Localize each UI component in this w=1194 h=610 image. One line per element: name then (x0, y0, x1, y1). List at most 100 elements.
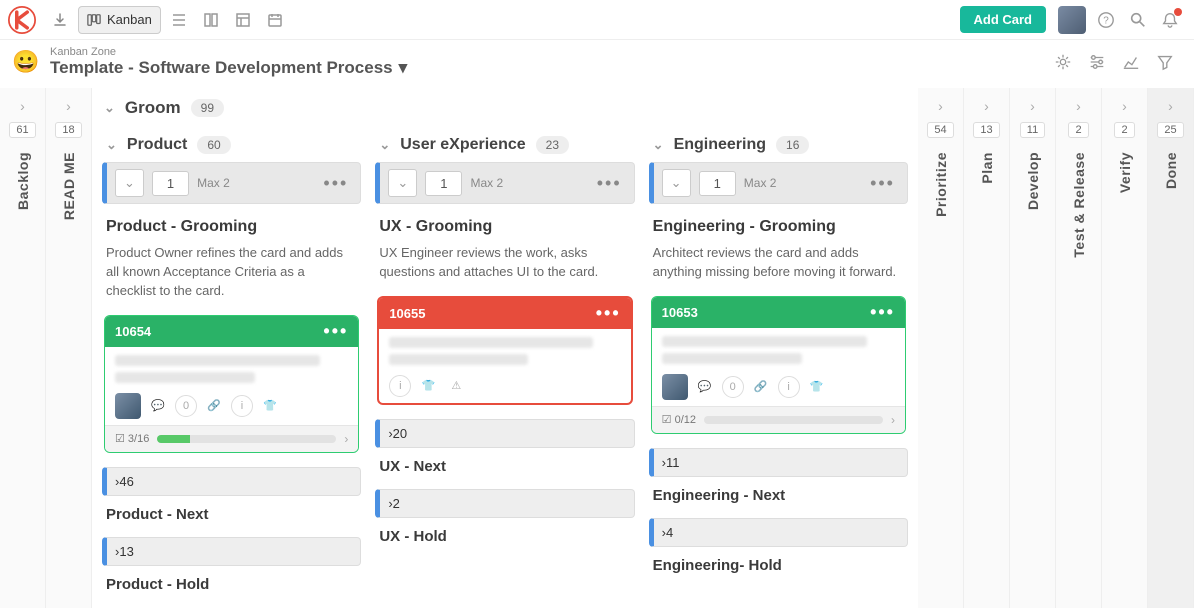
lane-header[interactable]: ⌄ User eXperience 23 (375, 128, 634, 162)
kanban-view-button[interactable]: Kanban (78, 6, 161, 34)
chevron-down-icon[interactable]: ⌄ (662, 169, 691, 197)
chevron-down-icon[interactable]: ⌄ (388, 169, 417, 197)
filters-icon[interactable] (1084, 49, 1110, 75)
comment-icon[interactable]: 💬 (694, 376, 716, 398)
help-icon[interactable]: ? (1092, 6, 1120, 34)
breadcrumb[interactable]: Kanban Zone (50, 46, 407, 58)
more-menu-icon[interactable]: ••• (593, 173, 626, 194)
more-menu-icon[interactable]: ••• (319, 173, 352, 194)
analytics-icon[interactable] (1118, 49, 1144, 75)
app-logo[interactable] (8, 6, 36, 34)
swimlane-next-header[interactable]: › 11 (649, 448, 908, 477)
rail-backlog[interactable]: › 61 Backlog (0, 88, 46, 608)
list-view-icon[interactable] (165, 6, 193, 34)
chevron-right-icon[interactable]: › (1056, 94, 1101, 118)
lane-header[interactable]: ⌄ Product 60 (102, 128, 361, 162)
rail-label: Backlog (15, 152, 31, 210)
swimlane-hold-title: Product - Hold (102, 566, 361, 593)
rail-test-release[interactable]: › 2 Test & Release (1056, 88, 1102, 608)
chevron-down-icon[interactable]: ⌄ (653, 137, 664, 153)
rail-done[interactable]: › 25 Done (1148, 88, 1194, 608)
rail-develop[interactable]: › 11 Develop (1010, 88, 1056, 608)
groom-title: Groom (125, 98, 181, 118)
rail-label: Develop (1025, 152, 1041, 210)
rail-count: 11 (1020, 122, 1045, 138)
swimlane-description: Architect reviews the card and adds anyt… (649, 244, 908, 296)
calendar-view-icon[interactable] (261, 6, 289, 34)
swimlane-next-title: Product - Next (102, 496, 361, 523)
chevron-right-icon[interactable]: › (1010, 94, 1055, 118)
wip-count: 1 (425, 171, 462, 196)
card-header: 10655 ••• (379, 298, 630, 329)
chevron-right-icon[interactable]: › (964, 94, 1009, 118)
warning-icon[interactable]: ⚠ (445, 375, 467, 397)
board-emoji-icon[interactable]: 😀 (12, 48, 40, 76)
swimlane-hold-header[interactable]: › 4 (649, 518, 908, 547)
rail-readme[interactable]: › 18 READ ME (46, 88, 92, 608)
chevron-down-icon[interactable]: ⌄ (115, 169, 144, 197)
groom-header[interactable]: ⌄ Groom 99 (96, 88, 914, 128)
kanban-card[interactable]: 10654 ••• 💬 0 🔗 i 👕 ☑ 3/16 › (104, 315, 359, 453)
link-icon[interactable]: 🔗 (203, 395, 225, 417)
card-progress: ☑ 0/12 › (652, 406, 905, 433)
swimlane-hold-header[interactable]: › 13 (102, 537, 361, 566)
info-icon[interactable]: i (231, 395, 253, 417)
chevron-down-icon[interactable]: ⌄ (379, 137, 390, 153)
chevron-right-icon[interactable]: › (1102, 94, 1147, 118)
chevron-right-icon[interactable]: › (891, 413, 895, 427)
user-avatar[interactable] (1058, 6, 1086, 34)
chevron-right-icon[interactable]: › (0, 94, 45, 118)
chevron-down-icon[interactable]: ⌄ (104, 100, 115, 116)
notifications-icon[interactable] (1156, 6, 1184, 34)
lane-count: 60 (197, 136, 230, 154)
shirt-size-icon[interactable]: 👕 (806, 376, 828, 398)
swimlane-next-title: UX - Next (375, 448, 634, 475)
assignee-avatar[interactable] (662, 374, 688, 400)
swimlane-next-header[interactable]: › 46 (102, 467, 361, 496)
chevron-right-icon[interactable]: › (918, 94, 963, 118)
attachment-icon[interactable]: 0 (175, 395, 197, 417)
attachment-icon[interactable]: 0 (722, 376, 744, 398)
lane-header[interactable]: ⌄ Engineering 16 (649, 128, 908, 162)
chevron-right-icon[interactable]: › (344, 432, 348, 446)
rail-verify[interactable]: › 2 Verify (1102, 88, 1148, 608)
swimlane-next-header[interactable]: › 20 (375, 419, 634, 448)
layout-view-icon[interactable] (229, 6, 257, 34)
card-menu-icon[interactable]: ••• (323, 321, 348, 342)
card-id: 10653 (662, 305, 698, 320)
comment-icon[interactable]: 💬 (147, 395, 169, 417)
kanban-card[interactable]: 10655 ••• i 👕 ⚠ (377, 296, 632, 405)
assignee-avatar[interactable] (115, 393, 141, 419)
card-body: i 👕 ⚠ (379, 329, 630, 403)
shirt-size-icon[interactable]: 👕 (259, 395, 281, 417)
info-icon[interactable]: i (389, 375, 411, 397)
chevron-down-icon[interactable]: ⌄ (106, 137, 117, 153)
add-card-button[interactable]: Add Card (960, 6, 1047, 33)
swimlane-hold-header[interactable]: › 2 (375, 489, 634, 518)
chevron-right-icon[interactable]: › (46, 94, 91, 118)
rail-plan[interactable]: › 13 Plan (964, 88, 1010, 608)
kanban-card[interactable]: 10653 ••• 💬 0 🔗 i 👕 ☑ 0/12 › (651, 296, 906, 434)
columns-view-icon[interactable] (197, 6, 225, 34)
download-icon[interactable] (46, 6, 74, 34)
link-icon[interactable]: 🔗 (750, 376, 772, 398)
swimlane-title: Engineering - Grooming (649, 212, 908, 244)
info-icon[interactable]: i (778, 376, 800, 398)
card-id: 10654 (115, 324, 151, 339)
shirt-size-icon[interactable]: 👕 (417, 375, 439, 397)
progress-bar (157, 435, 336, 443)
card-body: 💬 0 🔗 i 👕 (652, 328, 905, 406)
chevron-right-icon[interactable]: › (1148, 94, 1193, 118)
board-title[interactable]: Template - Software Development Process … (50, 58, 407, 78)
swimlane-count: 11 (666, 455, 680, 470)
funnel-filter-icon[interactable] (1152, 49, 1178, 75)
card-menu-icon[interactable]: ••• (596, 303, 621, 324)
rail-prioritize[interactable]: › 54 Prioritize (918, 88, 964, 608)
search-icon[interactable] (1124, 6, 1152, 34)
more-menu-icon[interactable]: ••• (866, 173, 899, 194)
card-menu-icon[interactable]: ••• (870, 302, 895, 323)
settings-icon[interactable] (1050, 49, 1076, 75)
swimlane-next-title: Engineering - Next (649, 477, 908, 504)
swimlane-header: ⌄ 1 Max 2 ••• (102, 162, 361, 204)
board-header: 😀 Kanban Zone Template - Software Develo… (0, 40, 1194, 88)
